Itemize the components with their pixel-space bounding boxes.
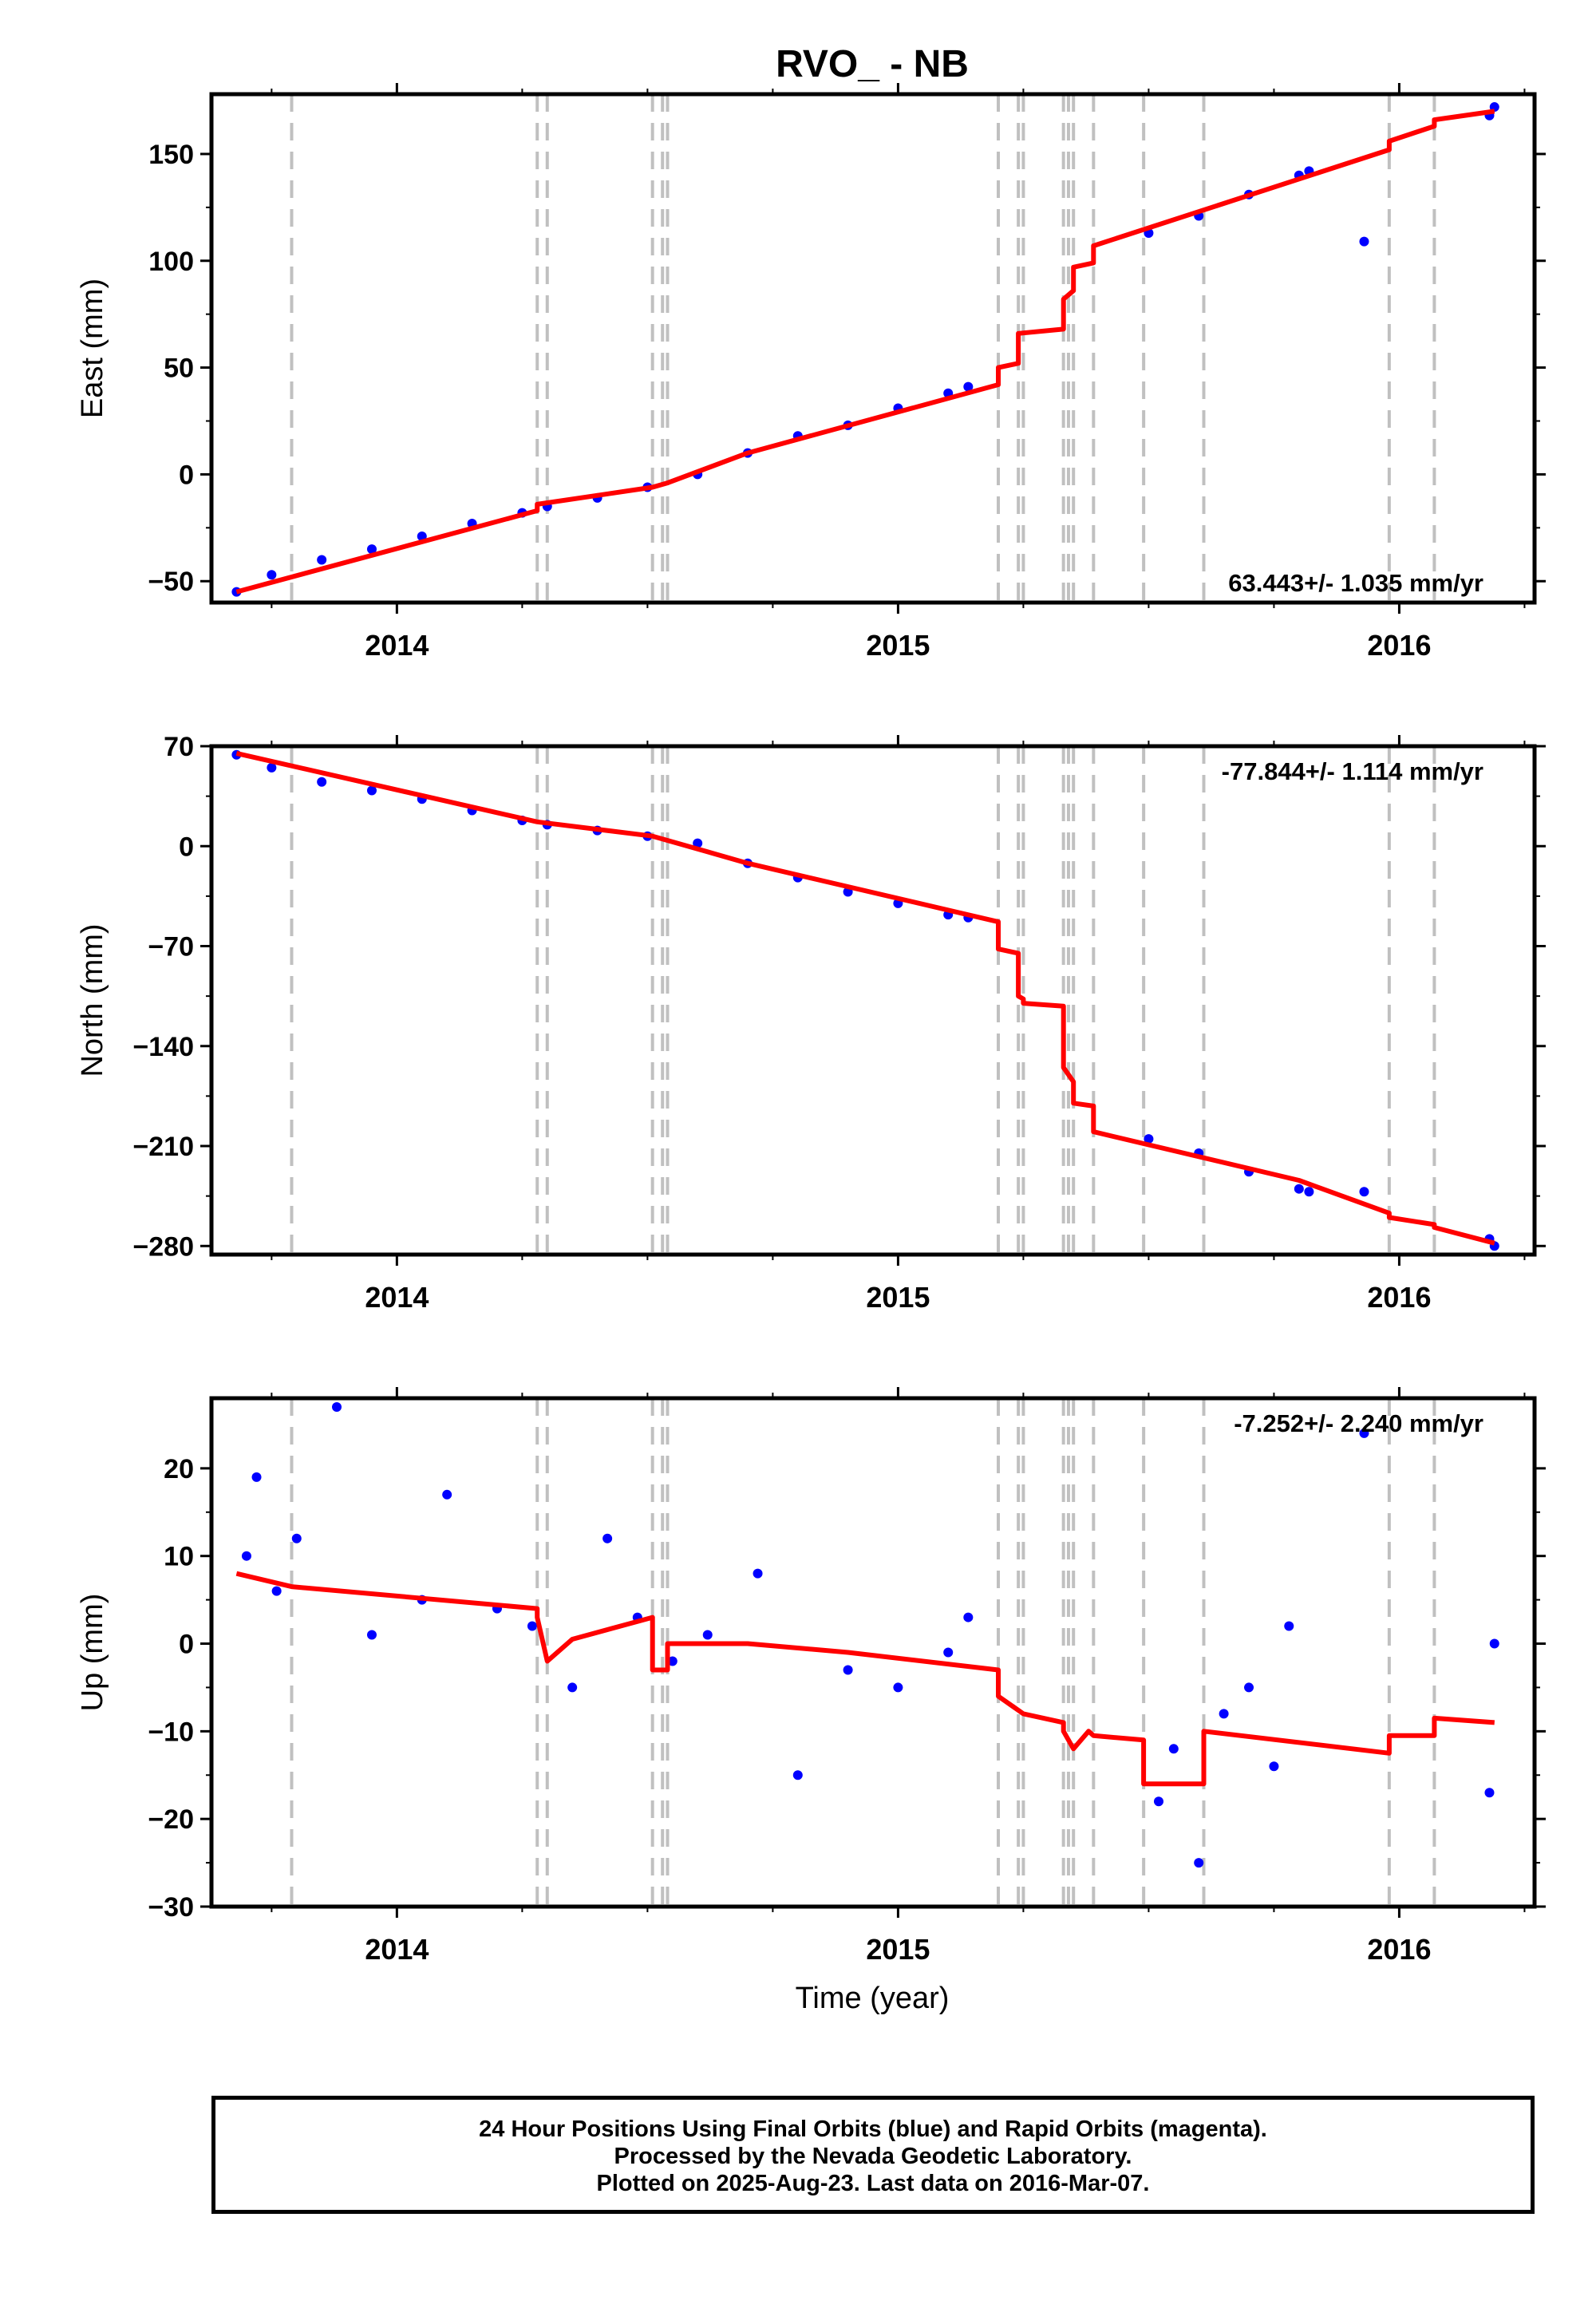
up-data-point <box>1489 1638 1499 1649</box>
east-y-tick-label: −50 <box>148 567 194 597</box>
up-data-point <box>1168 1744 1179 1754</box>
east-y-tick-label: 0 <box>179 460 194 490</box>
up-data-point <box>753 1568 763 1579</box>
x-axis-label: Time (year) <box>796 1982 950 2015</box>
up-y-tick-label: −10 <box>148 1717 194 1747</box>
north-y-tick-label: 70 <box>164 732 194 762</box>
east-plot-frame <box>209 92 1537 605</box>
north-y-axis-label: North (mm) <box>76 923 109 1077</box>
north-model-line <box>235 750 1495 1246</box>
up-y-tick-label: 0 <box>179 1630 194 1660</box>
up-data-point <box>271 1586 282 1596</box>
north-x-tick-label: 2015 <box>866 1281 930 1314</box>
north-data-point <box>317 777 327 787</box>
up-data-point <box>667 1656 678 1666</box>
up-data-point <box>702 1630 713 1640</box>
east-x-tick-label: 2016 <box>1367 629 1431 662</box>
north-y-tick-label: −140 <box>132 1032 194 1062</box>
chart-title: RVO_ - NB <box>776 43 969 85</box>
up-data-point <box>1153 1796 1163 1807</box>
up-data-point <box>527 1621 537 1631</box>
east-x-tick-label: 2015 <box>866 629 930 662</box>
up-x-tick-label: 2014 <box>365 1933 429 1966</box>
east-y-tick-label: 100 <box>148 247 194 277</box>
up-data-point <box>843 1665 853 1675</box>
north-data-point <box>1144 1134 1154 1144</box>
north-y-tick-label: −280 <box>132 1231 194 1262</box>
north-data-point <box>1359 1187 1369 1197</box>
east-data-point <box>267 570 277 580</box>
up-data-point <box>792 1770 803 1780</box>
up-panel: 20 10 0 −10 −20 −30 2014 2015 2016 Up (mm) -7.252+… <box>76 1387 1546 1966</box>
up-data-point <box>1244 1682 1254 1693</box>
north-data-point <box>693 838 703 848</box>
east-model-line <box>235 109 1495 595</box>
north-rate-label: -77.844+/- 1.114 mm/yr <box>1222 757 1483 785</box>
footer-line-2: Processed by the Nevada Geodetic Laborat… <box>614 2144 1132 2169</box>
up-data-point <box>1219 1709 1229 1719</box>
up-data-point <box>602 1533 613 1543</box>
up-x-tick-label: 2016 <box>1367 1933 1431 1966</box>
north-data-point <box>1304 1187 1314 1197</box>
east-y-axis-label: East (mm) <box>76 279 109 418</box>
up-data-point <box>366 1630 377 1640</box>
north-data-point <box>366 785 377 796</box>
north-y-tick-label: −210 <box>132 1132 194 1162</box>
north-data-point <box>1294 1184 1304 1194</box>
east-x-tick-label: 2014 <box>365 629 429 662</box>
north-y-tick-label: 0 <box>179 832 194 862</box>
up-data-point <box>1484 1788 1495 1798</box>
east-rate-label: 63.443+/- 1.035 mm/yr <box>1228 569 1483 597</box>
north-data-point <box>267 762 277 773</box>
up-y-tick-label: −20 <box>148 1804 194 1835</box>
up-data-point <box>1194 1858 1204 1868</box>
east-y-tick-label: 150 <box>148 140 194 170</box>
east-data-point <box>317 555 327 565</box>
east-panel: 150 100 50 0 −50 2014 2015 2016 East (mm) 63.443+… <box>76 83 1546 662</box>
up-y-tick-label: −30 <box>148 1892 194 1923</box>
up-data-point <box>1269 1761 1279 1772</box>
up-data-point <box>332 1401 342 1412</box>
up-rate-label: -7.252+/- 2.240 mm/yr <box>1234 1409 1483 1437</box>
up-data-point <box>241 1551 251 1561</box>
east-data-point <box>366 544 377 555</box>
up-data-point <box>291 1533 302 1543</box>
north-x-tick-label: 2014 <box>365 1281 429 1314</box>
up-data-point <box>963 1612 974 1622</box>
north-plot-frame <box>209 744 1537 1257</box>
up-data-point <box>943 1647 954 1658</box>
up-y-axis-label: Up (mm) <box>76 1594 109 1712</box>
east-data-point <box>963 381 974 392</box>
up-data-point <box>1359 1428 1369 1438</box>
up-data-point <box>1284 1621 1294 1631</box>
up-data-point <box>893 1682 903 1693</box>
footer-line-1: 24 Hour Positions Using Final Orbits (bl… <box>479 2116 1267 2142</box>
up-model-line <box>235 1571 1495 1787</box>
north-panel: 70 0 −70 −140 −210 −280 2014 2015 2016 North (mm)… <box>76 732 1546 1314</box>
up-y-tick-label: 20 <box>164 1454 194 1484</box>
up-data-point <box>567 1682 578 1693</box>
east-y-tick-label: 50 <box>164 354 194 384</box>
footer-line-3: Plotted on 2025-Aug-23. Last data on 201… <box>596 2171 1150 2196</box>
up-y-tick-label: 10 <box>164 1542 194 1572</box>
north-x-tick-label: 2016 <box>1367 1281 1431 1314</box>
footer-box: 24 Hour Positions Using Final Orbits (bl… <box>211 2096 1535 2214</box>
up-data-point <box>442 1489 452 1500</box>
up-x-tick-label: 2015 <box>866 1933 930 1966</box>
up-plot-frame <box>209 1396 1537 1909</box>
east-data-point <box>1359 236 1369 247</box>
north-y-tick-label: −70 <box>148 932 194 962</box>
up-data-point <box>251 1472 262 1482</box>
